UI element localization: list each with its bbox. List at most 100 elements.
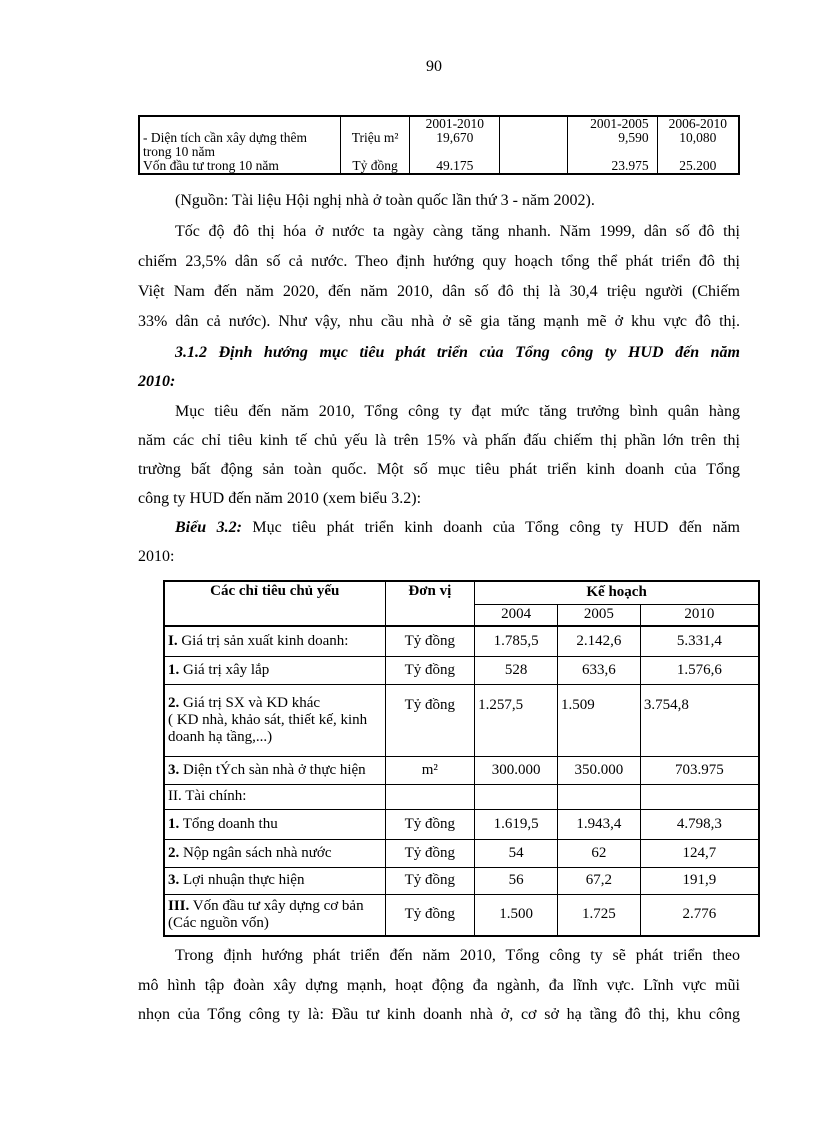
value-cell: 54: [474, 838, 558, 868]
unit-cell: m²: [384, 755, 476, 785]
row-number: 2.: [168, 844, 180, 861]
value-cell: 633,6: [557, 655, 641, 685]
row-number: 1.: [168, 815, 180, 832]
value-cell: 67,2: [557, 866, 641, 895]
paragraph-line: mô hình tập đoàn xây dựng mạnh, hoạt độn…: [138, 977, 740, 994]
row-label-text: Giá trị xây lắp: [179, 661, 270, 678]
row-label: - Diện tích cần xây dựng thêm trong 10 n…: [138, 116, 341, 159]
paragraph-line: Tốc độ đô thị hóa ở nước ta ngày càng tă…: [175, 223, 740, 240]
row-label: 2. Giá trị SX và KD khác( KD nhà, khảo s…: [163, 683, 386, 757]
value-cell: 1.785,5: [474, 625, 558, 657]
row-label: 1. Giá trị xây lắp: [163, 655, 386, 685]
row-number: I.: [168, 632, 178, 649]
unit-cell: Tỷ đồng: [384, 866, 476, 895]
paragraph-line: 33% dân cả nước). Như vậy, nhu cầu nhà ở…: [138, 313, 740, 330]
table-row: I. Giá trị sản xuất kinh doanh: Tỷ đồng 1.…: [163, 625, 760, 657]
value-cell: [474, 783, 558, 810]
header-year: 2010: [639, 603, 760, 627]
value-cell: 1.500: [474, 893, 558, 937]
value-cell: 528: [474, 655, 558, 685]
paragraph-line: trường bất động sản toàn quốc. Một số mụ…: [138, 461, 740, 478]
value-cell: 23.975: [566, 159, 658, 174]
value-cell: 2.142,6: [557, 625, 641, 657]
source-note: (Nguồn: Tài liệu Hội nghị nhà ở toàn quố…: [175, 192, 595, 209]
row-label: 2. Nộp ngân sách nhà nước: [163, 838, 386, 868]
table-row: 2. Giá trị SX và KD khác( KD nhà, khảo s…: [163, 683, 760, 757]
value-cell: 49.175: [409, 159, 501, 174]
section-heading: 3.1.2 Định hướng mục tiêu phát triển của…: [175, 344, 740, 361]
value-cell: 4.798,3: [639, 808, 760, 840]
housing-demand-table: - Diện tích cần xây dựng thêm trong 10 n…: [138, 115, 740, 175]
table-row: 1. Tổng doanh thu Tỷ đồng 1.619,5 1.943,4 4.…: [163, 808, 760, 840]
row-label: 3. Lợi nhuận thực hiện: [163, 866, 386, 895]
table-caption: 2010:: [138, 548, 175, 565]
unit-cell: Tỷ đồng: [384, 655, 476, 685]
header-year: 2004: [474, 603, 558, 627]
business-targets-table: Các chỉ tiêu chủ yếu Đơn vị Kế hoạch 200…: [163, 580, 760, 937]
paragraph-line: Việt Nam đến năm 2020, đến năm 2010, dân…: [138, 283, 740, 300]
row-number: 1.: [168, 661, 180, 678]
value-cell: 25.200: [656, 159, 740, 174]
value-cell: 703.975: [639, 755, 760, 785]
row-label-text: Diện tÝch sàn nhà ở thực hiện: [179, 761, 366, 778]
value-cell: 1.619,5: [474, 808, 558, 840]
row-number: III.: [168, 897, 190, 914]
row-label-text: Lợi nhuận thực hiện: [179, 872, 305, 888]
unit-cell: [384, 783, 476, 810]
value-cell: 10,080: [679, 130, 717, 145]
value-cell: 1.257,5: [474, 683, 558, 757]
empty-cell: [499, 116, 568, 159]
value-cell: 3.754,8: [639, 683, 760, 757]
period-label: 2001-2005: [590, 116, 649, 131]
paragraph-line: Trong định hướng phát triển đến năm 2010…: [175, 947, 740, 964]
period-label: 2006-2010: [668, 116, 728, 131]
value-cell: [557, 783, 641, 810]
header-plan: Kế hoạch: [474, 580, 760, 605]
header-unit: Đơn vị: [384, 580, 476, 627]
paragraph-line: Mục tiêu đến năm 2010, Tổng công ty đạt …: [175, 403, 740, 420]
row-label: 1. Tổng doanh thu: [163, 808, 386, 840]
row-label-text: Nộp ngân sách nhà nước: [179, 844, 332, 861]
table-row: Vốn đầu tư trong 10 năm Tỷ đồng 49.175 2…: [138, 159, 740, 174]
unit-cell: Triệu m²: [339, 116, 411, 159]
row-label-text: Giá trị sản xuất kinh doanh:: [177, 632, 349, 649]
unit-cell: Tỷ đồng: [384, 625, 476, 657]
row-label: 3. Diện tÝch sàn nhà ở thực hiện: [163, 755, 386, 785]
row-label: I. Giá trị sản xuất kinh doanh:: [163, 625, 386, 657]
row-label: III. Vốn đầu tư xây dựng cơ bản (Các ngu…: [163, 893, 386, 937]
value-cell: 124,7: [639, 838, 760, 868]
table-row: 3. Diện tÝch sàn nhà ở thực hiện m² 300.00…: [163, 755, 760, 785]
caption-label: Biểu 3.2:: [175, 519, 242, 536]
period-label: 2001-2010: [425, 116, 485, 131]
row-sublabel: ( KD nhà, khảo sát, thiết kế, kinh doanh…: [168, 711, 368, 745]
page-number: 90: [426, 58, 442, 75]
paragraph-line: công ty HUD đến năm 2010 (xem biểu 3.2):: [138, 490, 422, 507]
unit-cell: Tỷ đồng: [384, 683, 476, 757]
paragraph-line: năm các chỉ tiêu kinh tế chủ yếu là trên…: [138, 432, 740, 449]
value-cell: 5.331,4: [639, 625, 760, 657]
value-cell: 9,590: [618, 130, 649, 145]
unit-cell: Tỷ đồng: [384, 808, 476, 840]
row-label-text: II. Tài chính:: [168, 788, 247, 804]
header-year: 2005: [557, 603, 641, 627]
table-row: II. Tài chính:: [163, 783, 760, 810]
section-heading: 2010:: [138, 373, 176, 390]
table-row: - Diện tích cần xây dựng thêm trong 10 n…: [138, 116, 740, 159]
table-row: III. Vốn đầu tư xây dựng cơ bản (Các ngu…: [163, 893, 760, 937]
empty-cell: [499, 159, 568, 174]
table-row: 2. Nộp ngân sách nhà nước Tỷ đồng 54 62 124,…: [163, 838, 760, 868]
value-cell: 1.509: [557, 683, 641, 757]
unit-cell: Tỷ đồng: [384, 838, 476, 868]
table-caption: Biểu 3.2: Mục tiêu phát triển kinh doanh…: [175, 518, 740, 538]
value-cell: 350.000: [557, 755, 641, 785]
value-cell: 191,9: [639, 866, 760, 895]
value-cell: 56: [474, 866, 558, 895]
value-cell: 1.725: [557, 893, 641, 937]
table-row: 1. Giá trị xây lắp Tỷ đồng 528 633,6 1.576,6: [163, 655, 760, 685]
paragraph-line: nhọn của Tổng công ty là: Đầu tư kinh do…: [138, 1006, 740, 1023]
caption-text: Mục tiêu phát triển kinh doanh của Tổng …: [241, 519, 741, 536]
unit-cell: Tỷ đồng: [339, 159, 411, 174]
row-label-text: Vốn đầu tư xây dựng cơ bản (Các nguồn vố…: [168, 897, 364, 931]
value-cell: 1.943,4: [557, 808, 641, 840]
